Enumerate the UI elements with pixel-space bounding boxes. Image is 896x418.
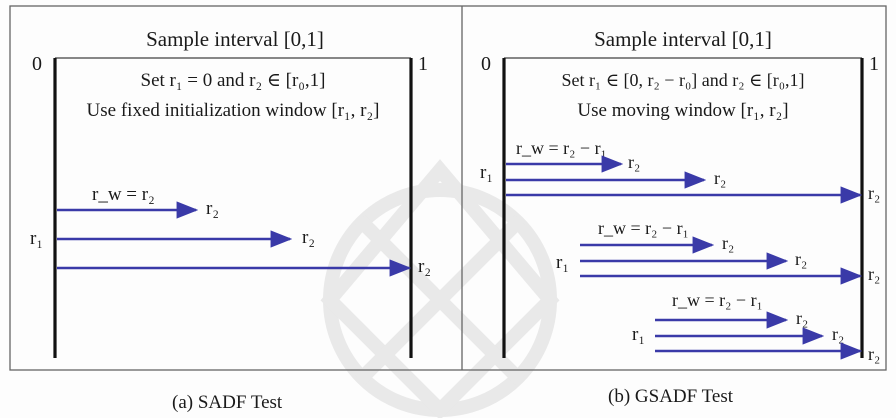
r2-label-3: r₂	[418, 256, 431, 277]
r2-label: r₂	[868, 183, 880, 203]
caption-sadf: (a) SADF Test	[172, 392, 283, 413]
r2-label: r₂	[628, 152, 640, 172]
rw-label: r_w = r₂ − r₁	[672, 290, 763, 310]
r1-label: r₁	[30, 228, 43, 249]
r2-label: r₂	[868, 264, 880, 284]
panel-sadf: Sample interval [0,1] 0 1 Set r₁ = 0 and…	[30, 27, 431, 358]
setting-line: Set r₁ ∈ [0, r₂ − r₀] and r₂ ∈ [r₀,1]	[561, 70, 804, 90]
r2-label: r₂	[868, 344, 880, 364]
figure-frame	[9, 5, 887, 371]
setting-line: Set r₁ = 0 and r₂ ∈ [r₀,1]	[141, 70, 326, 91]
window-line: Use moving window [r₁, r₂]	[577, 100, 788, 121]
r2-label: r₂	[795, 249, 807, 269]
end-label: 1	[869, 53, 879, 75]
watermark	[320, 159, 560, 418]
r2-label-2: r₂	[302, 227, 315, 248]
panel-gsadf: Sample interval [0,1] 0 1 Set r₁ ∈ [0, r…	[480, 27, 880, 364]
r1-label: r₁	[480, 162, 493, 183]
end-label: 1	[418, 53, 428, 75]
r2-label: r₂	[714, 168, 726, 188]
start-label: 0	[481, 53, 491, 75]
window-line: Use fixed initialization window [r₁, r₂]	[87, 100, 380, 121]
interval-heading: Sample interval [0,1]	[146, 27, 324, 51]
start-label: 0	[32, 53, 42, 75]
r1-label: r₁	[556, 252, 569, 273]
rw-label: r_w = r₂	[92, 184, 155, 205]
caption-gsadf: (b) GSADF Test	[608, 386, 733, 407]
r2-label: r₂	[832, 324, 844, 344]
rw-label: r_w = r₂ − r₁	[516, 138, 607, 158]
r2-label: r₂	[796, 308, 808, 328]
r2-label-1: r₂	[206, 198, 219, 219]
rw-label: r_w = r₂ − r₁	[598, 218, 689, 238]
r2-label: r₂	[722, 233, 734, 253]
interval-heading: Sample interval [0,1]	[594, 27, 772, 51]
r1-label: r₁	[632, 324, 645, 345]
